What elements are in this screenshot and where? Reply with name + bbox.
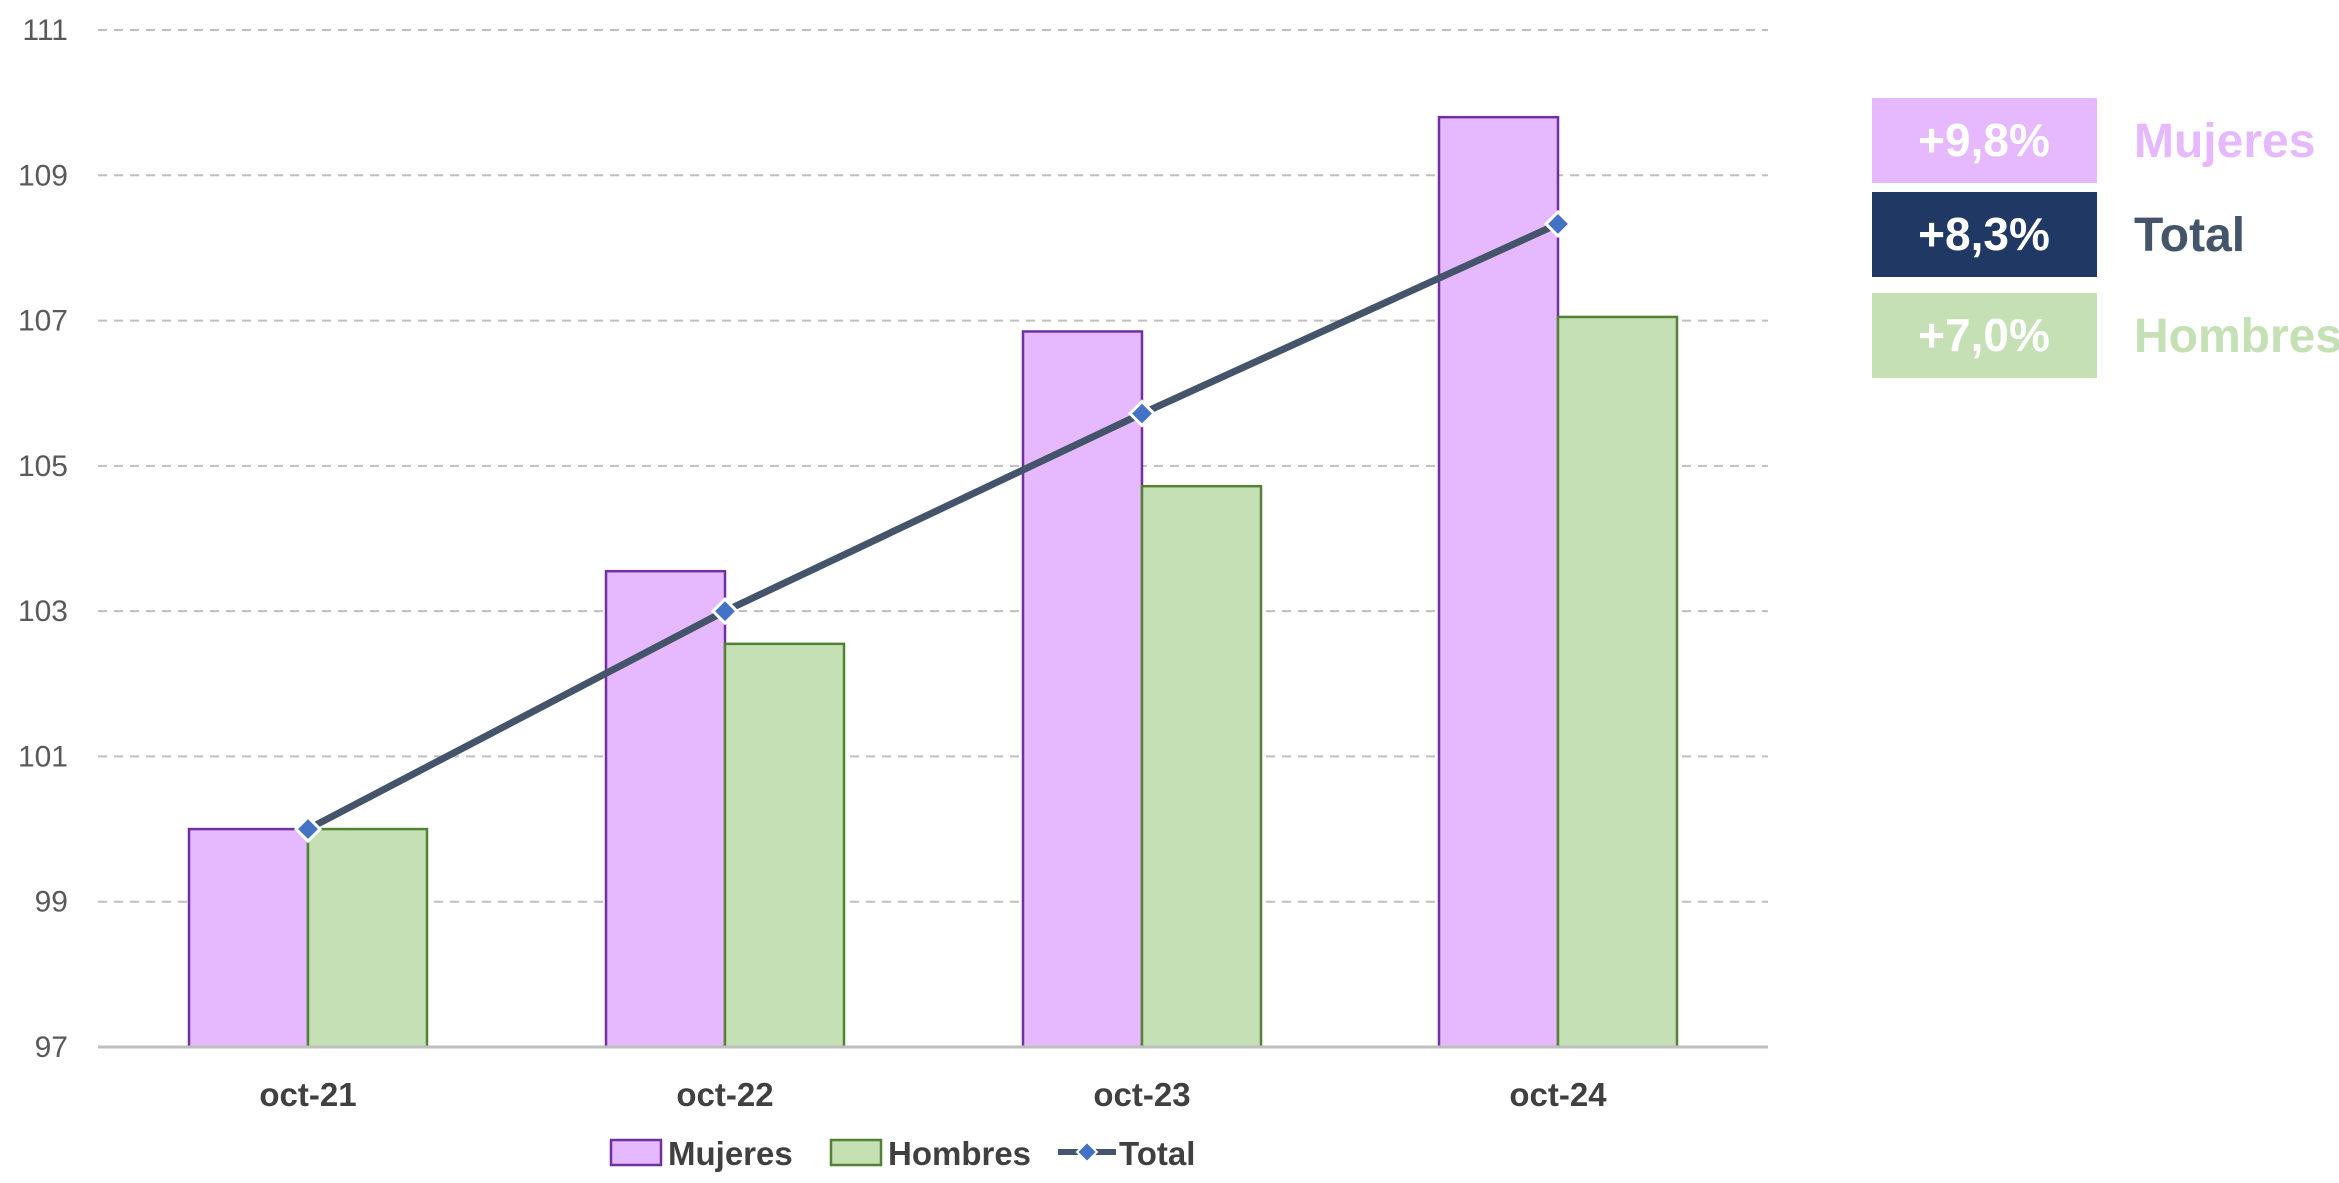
y-tick-label: 111 bbox=[22, 14, 68, 47]
summary-label: Total bbox=[2134, 209, 2245, 262]
marker-total bbox=[293, 814, 323, 844]
bar-hombres bbox=[723, 642, 846, 1049]
legend-swatch-hombres bbox=[829, 1138, 883, 1167]
summary-label: Mujeres bbox=[2134, 115, 2315, 168]
y-tick-label: 99 bbox=[35, 886, 68, 919]
summary-box-total bbox=[1872, 192, 2097, 277]
legend-label-hombres: Hombres bbox=[888, 1135, 1031, 1172]
summary-value: +8,3% bbox=[1918, 208, 2050, 260]
y-tick-label: 97 bbox=[35, 1031, 68, 1064]
y-tick-label: 107 bbox=[18, 305, 68, 338]
x-tick-label: oct-21 bbox=[259, 1076, 356, 1113]
marker-total bbox=[710, 597, 740, 626]
x-tick-label: oct-22 bbox=[676, 1076, 773, 1113]
y-tick-label: 103 bbox=[18, 595, 68, 628]
summary-box-mujeres bbox=[1872, 98, 2097, 183]
legend-label-total: Total bbox=[1119, 1135, 1195, 1172]
y-tick-label: 101 bbox=[18, 740, 68, 773]
bar-mujeres bbox=[187, 827, 310, 1049]
summary-value: +7,0% bbox=[1918, 309, 2050, 361]
marker-total bbox=[1127, 399, 1157, 428]
legend-swatch-total-marker bbox=[1075, 1140, 1099, 1164]
x-tick-label: oct-23 bbox=[1093, 1076, 1190, 1113]
y-tick-label: 105 bbox=[18, 450, 68, 483]
bar-mujeres bbox=[1437, 115, 1560, 1049]
summary-box-hombres bbox=[1872, 293, 2097, 378]
bar-hombres bbox=[306, 827, 429, 1049]
y-tick-label: 109 bbox=[18, 159, 68, 192]
bar-mujeres bbox=[604, 569, 727, 1049]
legend-swatch-mujeres bbox=[609, 1138, 663, 1167]
legend-label-mujeres: Mujeres bbox=[668, 1135, 793, 1172]
line-total bbox=[306, 220, 1560, 833]
marker-total bbox=[1543, 209, 1573, 239]
summary-value: +9,8% bbox=[1918, 114, 2050, 166]
bar-hombres bbox=[1556, 315, 1679, 1049]
bar-hombres bbox=[1140, 484, 1263, 1049]
x-tick-label: oct-24 bbox=[1509, 1076, 1607, 1113]
summary-label: Hombres bbox=[2134, 310, 2339, 363]
